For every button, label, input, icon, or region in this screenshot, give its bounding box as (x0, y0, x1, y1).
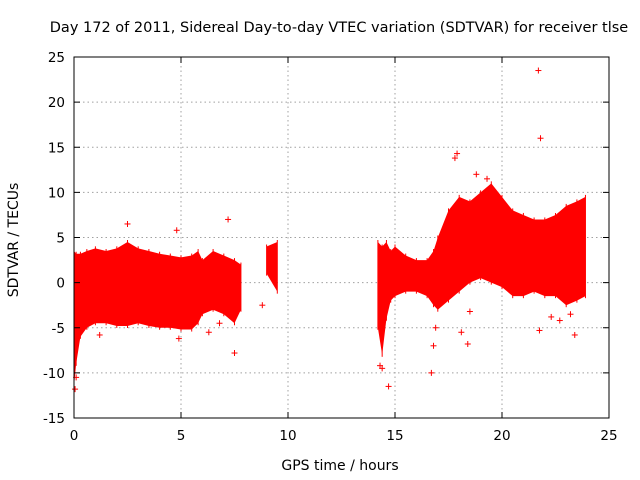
data-point (379, 365, 386, 372)
y-tick-label: 20 (48, 95, 65, 111)
data-point (567, 311, 574, 318)
data-point (571, 331, 578, 338)
data-point (428, 369, 435, 376)
data-point (556, 317, 563, 324)
data-point (484, 175, 491, 182)
data-point (385, 383, 392, 390)
y-tick-label: -10 (43, 366, 65, 382)
y-tick-label: -15 (43, 411, 65, 427)
x-tick-label: 25 (600, 428, 617, 444)
axis-ticks: 0 5 10 15 20 25 -15 -10 -5 0 5 10 15 20 25 (43, 50, 618, 444)
y-tick-label: 0 (56, 276, 65, 292)
data-point (216, 320, 223, 327)
data-series-sdtvar (73, 181, 586, 389)
data-point (231, 350, 238, 357)
data-point (473, 171, 480, 178)
data-point (96, 331, 103, 338)
chart-title: Day 172 of 2011, Sidereal Day-to-day VTE… (50, 20, 629, 36)
data-point (464, 340, 471, 347)
data-point (430, 342, 437, 349)
x-axis-label: GPS time / hours (281, 458, 398, 474)
data-point (458, 329, 465, 336)
data-point (466, 308, 473, 315)
x-tick-label: 20 (493, 428, 510, 444)
data-point (535, 67, 542, 74)
y-tick-label: 15 (48, 140, 65, 156)
data-point (124, 220, 131, 227)
data-point (205, 329, 212, 336)
data-point (454, 150, 461, 157)
x-tick-label: 5 (177, 428, 186, 444)
data-point (548, 313, 555, 320)
y-tick-label: 10 (48, 185, 65, 201)
data-point (259, 302, 266, 309)
x-tick-label: 15 (386, 428, 403, 444)
data-point (537, 135, 544, 142)
data-point (225, 216, 232, 223)
y-tick-label: 25 (48, 50, 65, 66)
y-tick-label: 5 (56, 231, 65, 247)
y-tick-label: -5 (52, 321, 65, 337)
data-point (72, 386, 79, 393)
x-tick-label: 10 (279, 428, 296, 444)
data-point (536, 327, 543, 334)
x-tick-label: 0 (70, 428, 79, 444)
y-axis-label: SDTVAR / TECUs (6, 183, 22, 298)
outlier-points (72, 67, 578, 393)
data-band (266, 242, 278, 292)
data-band (377, 183, 586, 355)
data-point (451, 155, 458, 162)
data-point (175, 335, 182, 342)
data-point (432, 324, 439, 331)
data-point (173, 227, 180, 234)
data-band (74, 242, 241, 387)
